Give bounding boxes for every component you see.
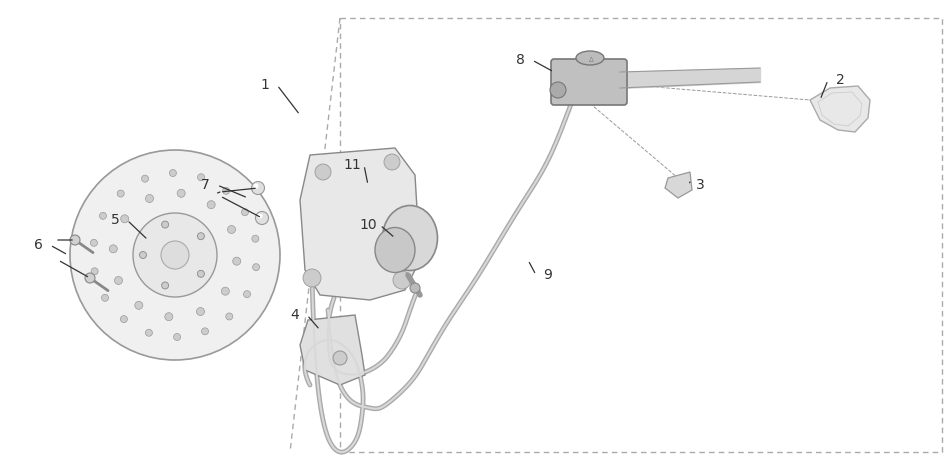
Ellipse shape: [550, 82, 566, 98]
Ellipse shape: [161, 241, 189, 269]
Ellipse shape: [252, 235, 258, 242]
Ellipse shape: [576, 51, 604, 65]
FancyBboxPatch shape: [551, 59, 627, 105]
Ellipse shape: [256, 212, 269, 225]
Ellipse shape: [303, 269, 321, 287]
Ellipse shape: [85, 273, 95, 283]
Ellipse shape: [70, 235, 80, 245]
Ellipse shape: [100, 212, 106, 219]
Ellipse shape: [164, 313, 173, 321]
Ellipse shape: [221, 287, 229, 295]
Ellipse shape: [145, 195, 154, 203]
Ellipse shape: [393, 271, 411, 289]
Ellipse shape: [410, 283, 420, 293]
Ellipse shape: [90, 239, 98, 246]
Text: 11: 11: [343, 158, 361, 172]
Ellipse shape: [253, 263, 259, 271]
Text: 9: 9: [543, 268, 553, 282]
Text: 3: 3: [695, 178, 704, 192]
Ellipse shape: [91, 268, 98, 275]
Text: 1: 1: [260, 78, 270, 92]
Text: 4: 4: [291, 308, 299, 322]
Ellipse shape: [117, 190, 124, 197]
Ellipse shape: [227, 226, 236, 234]
Text: 10: 10: [359, 218, 377, 232]
Ellipse shape: [383, 205, 438, 271]
Ellipse shape: [140, 251, 146, 258]
Ellipse shape: [102, 294, 108, 301]
Ellipse shape: [70, 150, 280, 360]
Ellipse shape: [169, 169, 177, 176]
Ellipse shape: [142, 175, 148, 182]
Ellipse shape: [233, 257, 240, 265]
Ellipse shape: [109, 245, 117, 253]
Ellipse shape: [241, 209, 249, 216]
Ellipse shape: [333, 351, 347, 365]
Ellipse shape: [133, 213, 217, 297]
Ellipse shape: [207, 201, 216, 209]
Text: 7: 7: [200, 178, 209, 192]
Ellipse shape: [162, 282, 168, 289]
Ellipse shape: [384, 154, 400, 170]
Ellipse shape: [198, 233, 204, 240]
Ellipse shape: [135, 301, 142, 309]
Ellipse shape: [178, 190, 185, 197]
Text: 6: 6: [33, 238, 43, 252]
Ellipse shape: [162, 221, 168, 228]
Text: 2: 2: [836, 73, 845, 87]
Ellipse shape: [121, 315, 127, 322]
Polygon shape: [300, 315, 365, 385]
Ellipse shape: [222, 187, 230, 194]
Polygon shape: [300, 148, 420, 300]
Ellipse shape: [375, 227, 415, 272]
Ellipse shape: [201, 328, 208, 335]
Ellipse shape: [197, 307, 204, 315]
Text: ∆: ∆: [588, 57, 592, 63]
Text: 5: 5: [110, 213, 120, 227]
Ellipse shape: [254, 183, 258, 189]
Polygon shape: [810, 86, 870, 132]
Ellipse shape: [252, 182, 264, 195]
Text: 8: 8: [516, 53, 524, 67]
Ellipse shape: [198, 271, 204, 278]
Bar: [340, 18, 942, 452]
Ellipse shape: [145, 329, 152, 336]
Ellipse shape: [174, 334, 180, 341]
Ellipse shape: [121, 215, 128, 223]
Ellipse shape: [257, 213, 262, 219]
Ellipse shape: [115, 277, 123, 285]
Ellipse shape: [243, 291, 251, 298]
Ellipse shape: [226, 313, 233, 320]
Ellipse shape: [315, 164, 331, 180]
Ellipse shape: [198, 174, 204, 181]
Polygon shape: [665, 172, 692, 198]
